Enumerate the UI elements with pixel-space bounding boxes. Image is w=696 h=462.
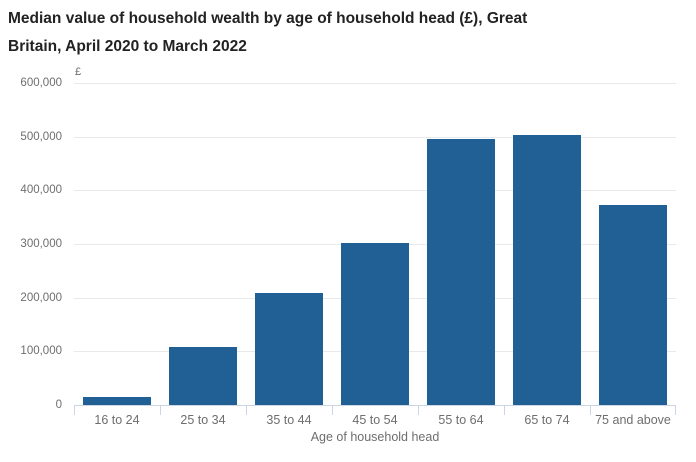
chart-title-line2: Britain, April 2020 to March 2022 bbox=[8, 38, 247, 55]
x-tick-label-16-to-24: 16 to 24 bbox=[94, 413, 140, 427]
y-tick-label: 300,000 bbox=[20, 238, 62, 250]
bar-16-to-24[interactable] bbox=[83, 397, 151, 405]
gridline bbox=[74, 136, 676, 138]
x-tick-label-55-to-64: 55 to 64 bbox=[438, 413, 484, 427]
x-axis-title: Age of household head bbox=[310, 430, 440, 444]
bar-45-to-54[interactable] bbox=[341, 243, 409, 405]
bar-65-to-74[interactable] bbox=[513, 135, 581, 405]
x-axis-tick bbox=[675, 405, 676, 415]
y-tick-label: 600,000 bbox=[20, 77, 62, 89]
x-tick-label-25-to-34: 25 to 34 bbox=[180, 413, 226, 427]
x-tick-label-45-to-54: 45 to 54 bbox=[352, 413, 398, 427]
y-tick-label: 100,000 bbox=[20, 345, 62, 358]
x-axis-tick bbox=[332, 405, 333, 415]
x-tick-label-65-to-74: 65 to 74 bbox=[524, 413, 570, 427]
bar-55-to-64[interactable] bbox=[427, 139, 495, 405]
chart-title-line1: Median value of household wealth by age … bbox=[8, 10, 528, 27]
plot-area: £ 0 100,000 200,000 300,000 400,000 500,000 60… bbox=[20, 66, 676, 427]
x-axis-tick bbox=[418, 405, 419, 415]
chart-title: Median value of household wealth by age … bbox=[8, 5, 527, 61]
x-tick-label-35-to-44: 35 to 44 bbox=[266, 413, 312, 427]
y-tick-label: 400,000 bbox=[20, 184, 62, 197]
y-tick-label: 0 bbox=[55, 399, 62, 411]
y-tick-label: 500,000 bbox=[20, 130, 62, 143]
bar-75-and-above[interactable] bbox=[599, 205, 667, 405]
x-axis-tick bbox=[590, 405, 591, 415]
bar-35-to-44[interactable] bbox=[255, 293, 323, 405]
x-axis-line bbox=[74, 405, 676, 406]
top-gridline bbox=[74, 83, 676, 84]
bar-25-to-34[interactable] bbox=[169, 347, 237, 405]
gridline bbox=[74, 190, 676, 192]
x-axis-tick bbox=[246, 405, 247, 415]
y-tick-label: 200,000 bbox=[20, 291, 62, 304]
x-axis-tick bbox=[504, 405, 505, 415]
x-tick-label-75-and-above: 75 and above bbox=[595, 413, 671, 427]
x-axis-tick bbox=[74, 405, 75, 415]
y-axis-unit-label: £ bbox=[75, 66, 82, 78]
x-axis-tick bbox=[160, 405, 161, 415]
